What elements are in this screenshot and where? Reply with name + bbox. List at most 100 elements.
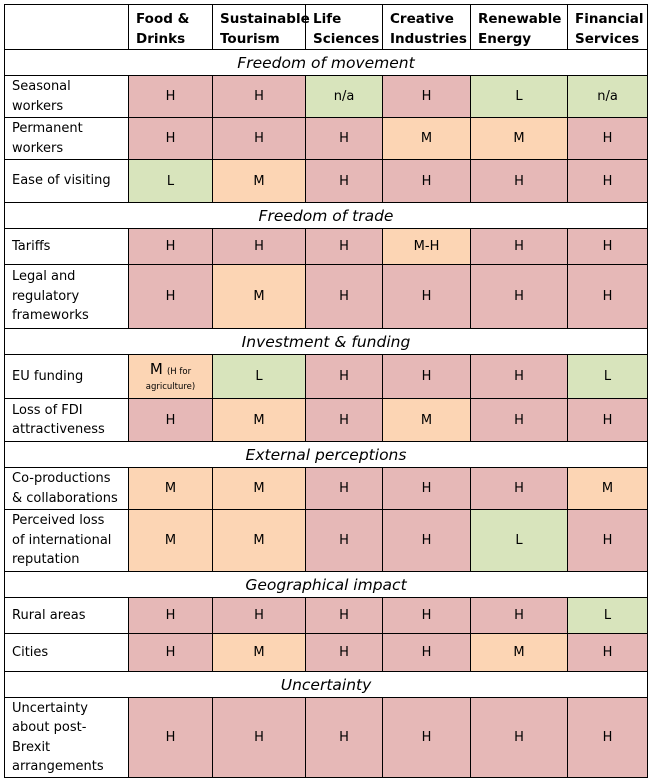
rating-cell: M <box>470 633 568 672</box>
rating-cell: H <box>305 117 383 160</box>
rating-cell: L <box>567 354 648 399</box>
rating-cell: H <box>305 509 383 572</box>
rating-cell: H <box>382 509 471 572</box>
rating-cell: H <box>305 633 383 672</box>
table-row: EU funding M (H for agriculture) L H H H L <box>4 354 648 399</box>
rating-cell: n/a <box>567 75 648 118</box>
header-row: Food & Drinks Sustainable Tourism Life Sci… <box>4 4 648 50</box>
row-label: Perceived loss of international reputati… <box>4 509 129 572</box>
rating-cell: H <box>382 75 471 118</box>
rating-cell: H <box>382 697 471 778</box>
section-title: Geographical impact <box>4 571 648 598</box>
section-row: External perceptions <box>4 441 648 468</box>
row-label: Co-productions & collaborations <box>4 467 129 510</box>
rating-cell: H <box>128 117 213 160</box>
rating-cell: L <box>567 597 648 634</box>
rating-cell: M <box>212 467 306 510</box>
row-label: Cities <box>4 633 129 672</box>
section-row: Investment & funding <box>4 328 648 355</box>
table-row: Uncertainty about post-Brexit arrangemen… <box>4 697 648 778</box>
rating-cell: H <box>128 633 213 672</box>
section-title: External perceptions <box>4 441 648 468</box>
column-header <box>4 4 129 50</box>
rating-cell: H <box>382 597 471 634</box>
table-row: Co-productions & collaborations M M H H H M <box>4 467 648 510</box>
rating-cell: L <box>212 354 306 399</box>
rating-cell: H <box>305 264 383 329</box>
rating-cell: n/a <box>305 75 383 118</box>
rating-cell: M <box>470 117 568 160</box>
rating-cell: H <box>567 117 648 160</box>
rating-cell: H <box>470 264 568 329</box>
rating-cell: H <box>470 228 568 265</box>
rating-cell: H <box>382 633 471 672</box>
rating-cell: H <box>470 597 568 634</box>
row-label: Ease of visiting <box>4 159 129 203</box>
table-row: Permanent workers H H H M M H <box>4 117 648 160</box>
row-label: Tariffs <box>4 228 129 265</box>
column-header: Renewable Energy <box>470 4 568 50</box>
rating-cell: L <box>470 509 568 572</box>
rating-cell: M <box>212 264 306 329</box>
table-row: Rural areas H H H H H L <box>4 597 648 634</box>
rating-cell: H <box>128 697 213 778</box>
column-header: Creative Industries <box>382 4 471 50</box>
row-label: Rural areas <box>4 597 129 634</box>
rating-cell: H <box>128 264 213 329</box>
section-row: Geographical impact <box>4 571 648 598</box>
rating-cell: H <box>567 159 648 203</box>
row-label: Loss of FDI attractiveness <box>4 398 129 442</box>
rating-cell: H <box>212 697 306 778</box>
rating-cell: H <box>212 228 306 265</box>
sector-impact-table: Food & Drinks Sustainable Tourism Life Sci… <box>4 4 648 778</box>
section-row: Freedom of trade <box>4 202 648 229</box>
row-label: Seasonal workers <box>4 75 129 118</box>
rating-cell: H <box>305 398 383 442</box>
row-label: Legal and regulatory frameworks <box>4 264 129 329</box>
column-header: Life Sciences <box>305 4 383 50</box>
rating-cell: H <box>212 75 306 118</box>
rating-cell: M-H <box>382 228 471 265</box>
rating-cell: H <box>567 697 648 778</box>
section-title: Uncertainty <box>4 671 648 698</box>
rating-cell: H <box>382 159 471 203</box>
rating-cell: M <box>128 467 213 510</box>
rating-cell: H <box>470 159 568 203</box>
rating-cell: H <box>305 159 383 203</box>
rating-cell: H <box>128 75 213 118</box>
rating-cell: M <box>567 467 648 510</box>
section-row: Freedom of movement <box>4 49 648 76</box>
rating-cell: M (H for agriculture) <box>128 354 213 399</box>
rating-note: (H for agriculture) <box>145 367 196 392</box>
rating-value: M <box>149 360 163 378</box>
rating-cell: H <box>382 264 471 329</box>
rating-cell: H <box>382 467 471 510</box>
column-header: Sustainable Tourism <box>212 4 310 50</box>
rating-cell: H <box>382 354 471 399</box>
rating-cell: M <box>212 509 306 572</box>
table-row: Legal and regulatory frameworks H M H H H H <box>4 264 648 329</box>
rating-cell: M <box>128 509 213 572</box>
rating-cell: M <box>212 398 306 442</box>
table-row: Ease of visiting L M H H H H <box>4 159 648 203</box>
rating-cell: H <box>128 228 213 265</box>
rating-cell: H <box>470 467 568 510</box>
rating-cell: H <box>567 228 648 265</box>
section-title: Investment & funding <box>4 328 648 355</box>
rating-cell: H <box>305 597 383 634</box>
rating-cell: H <box>305 228 383 265</box>
rating-cell: H <box>470 697 568 778</box>
rating-cell: L <box>128 159 213 203</box>
rating-cell: H <box>567 633 648 672</box>
rating-cell: H <box>212 597 306 634</box>
rating-cell: H <box>128 398 213 442</box>
rating-cell: H <box>212 117 306 160</box>
section-row: Uncertainty <box>4 671 648 698</box>
row-label: Uncertainty about post-Brexit arrangemen… <box>4 697 129 778</box>
rating-cell: H <box>305 467 383 510</box>
rating-cell: H <box>567 264 648 329</box>
rating-cell: H <box>470 398 568 442</box>
rating-cell: H <box>128 597 213 634</box>
rating-cell: H <box>305 354 383 399</box>
